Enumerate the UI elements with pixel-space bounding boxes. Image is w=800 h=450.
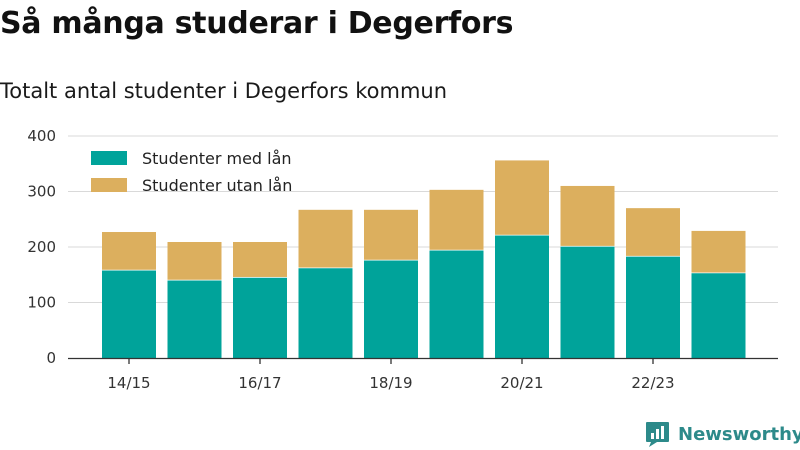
bar-segment-utan-lan	[102, 232, 156, 270]
bar-segment-med-lan	[167, 279, 222, 358]
bar-segment-utan-lan	[233, 242, 287, 277]
brand: Newsworthy	[645, 421, 800, 448]
bar-segment-utan-lan	[167, 242, 222, 280]
x-tick-label: 20/21	[500, 374, 543, 392]
bar-segment-med-lan	[560, 245, 615, 358]
y-tick-label: 100	[27, 294, 56, 312]
y-tick-label: 0	[46, 349, 56, 367]
y-tick-label: 300	[27, 183, 56, 201]
y-tick-label: 200	[27, 238, 56, 256]
newsworthy-logo-icon	[646, 422, 669, 447]
x-tick-label: 14/15	[107, 374, 150, 392]
bar-segment-med-lan	[495, 234, 549, 358]
bar-segment-med-lan	[691, 272, 746, 358]
bar-segment-utan-lan	[626, 208, 680, 256]
x-axis-ticks: 14/15 16/17 18/19 20/21 22/23	[107, 358, 675, 392]
bar-segment-utan-lan	[298, 209, 353, 268]
legend-swatch	[91, 178, 127, 192]
x-tick-label: 18/19	[369, 374, 412, 392]
bar-segment-med-lan	[233, 276, 287, 358]
bar-segment-med-lan	[429, 249, 484, 358]
bar-segment-utan-lan	[364, 209, 418, 260]
bar-segment-utan-lan	[495, 160, 549, 235]
bar-segment-med-lan	[364, 259, 418, 358]
bar-segment-utan-lan	[691, 230, 746, 273]
legend-swatch	[91, 151, 127, 165]
chart-title: Så många studerar i Degerfors	[0, 6, 514, 41]
legend: Studenter med lån Studenter utan lån	[91, 149, 292, 195]
legend-label: Studenter med lån	[142, 149, 292, 168]
bar-segment-med-lan	[298, 267, 353, 358]
legend-label: Studenter utan lån	[142, 176, 292, 195]
bars	[102, 160, 746, 358]
bar-segment-med-lan	[102, 269, 156, 358]
bar-segment-utan-lan	[429, 189, 484, 250]
bar-segment-med-lan	[626, 255, 680, 358]
bar-segment-utan-lan	[560, 185, 615, 246]
x-tick-label: 16/17	[238, 374, 281, 392]
y-axis-ticks: 0 100 200 300 400	[27, 127, 56, 367]
brand-name: Newsworthy	[678, 424, 800, 445]
y-tick-label: 400	[27, 127, 56, 145]
chart-subtitle: Totalt antal studenter i Degerfors kommu…	[0, 79, 448, 103]
x-tick-label: 22/23	[631, 374, 674, 392]
